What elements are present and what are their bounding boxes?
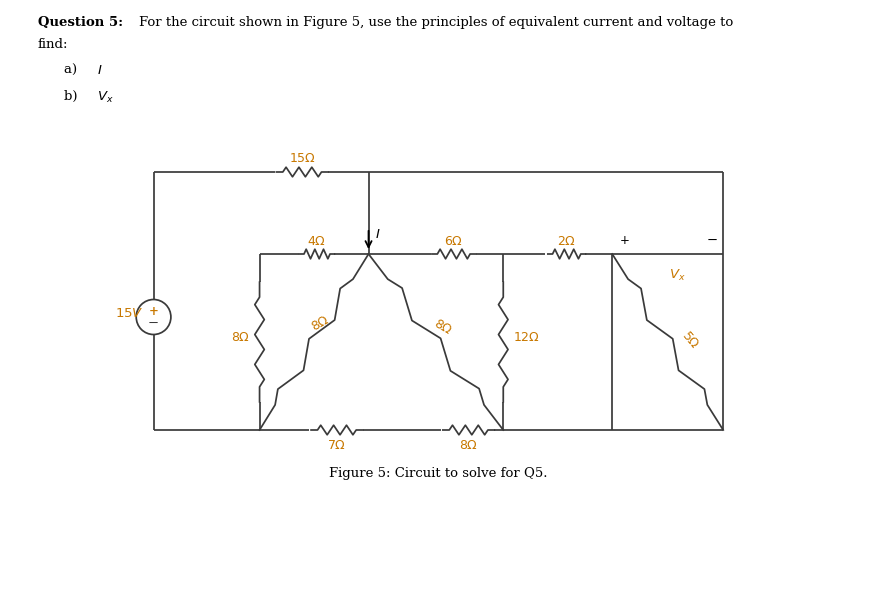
Text: find:: find: — [38, 38, 68, 51]
Text: $15V$: $15V$ — [115, 307, 143, 320]
Text: Figure 5: Circuit to solve for Q5.: Figure 5: Circuit to solve for Q5. — [329, 467, 547, 480]
Text: $5\Omega$: $5\Omega$ — [679, 329, 702, 352]
Text: $8\Omega$: $8\Omega$ — [309, 313, 332, 334]
Text: $I$: $I$ — [97, 64, 103, 77]
Text: $7\Omega$: $7\Omega$ — [327, 439, 347, 452]
Text: $V_x$: $V_x$ — [97, 90, 114, 105]
Text: −: − — [148, 317, 159, 330]
Text: a): a) — [65, 64, 86, 77]
Text: $6\Omega$: $6\Omega$ — [444, 235, 463, 248]
Text: $12\Omega$: $12\Omega$ — [513, 330, 540, 343]
Text: $I$: $I$ — [375, 227, 381, 240]
Text: −: − — [706, 234, 718, 247]
Text: +: + — [620, 234, 630, 247]
Text: $8\Omega$: $8\Omega$ — [459, 439, 478, 452]
Text: +: + — [149, 305, 159, 318]
Text: $8\Omega$: $8\Omega$ — [230, 330, 250, 343]
Text: For the circuit shown in Figure 5, use the principles of equivalent current and : For the circuit shown in Figure 5, use t… — [139, 16, 733, 29]
Text: $15\Omega$: $15\Omega$ — [289, 152, 315, 165]
Text: $8\Omega$: $8\Omega$ — [432, 316, 455, 337]
Text: $V_x$: $V_x$ — [669, 268, 686, 283]
Text: Question 5:: Question 5: — [38, 16, 123, 29]
Text: b): b) — [65, 90, 86, 103]
Text: $4\Omega$: $4\Omega$ — [307, 235, 326, 248]
Text: $2\Omega$: $2\Omega$ — [557, 235, 576, 248]
